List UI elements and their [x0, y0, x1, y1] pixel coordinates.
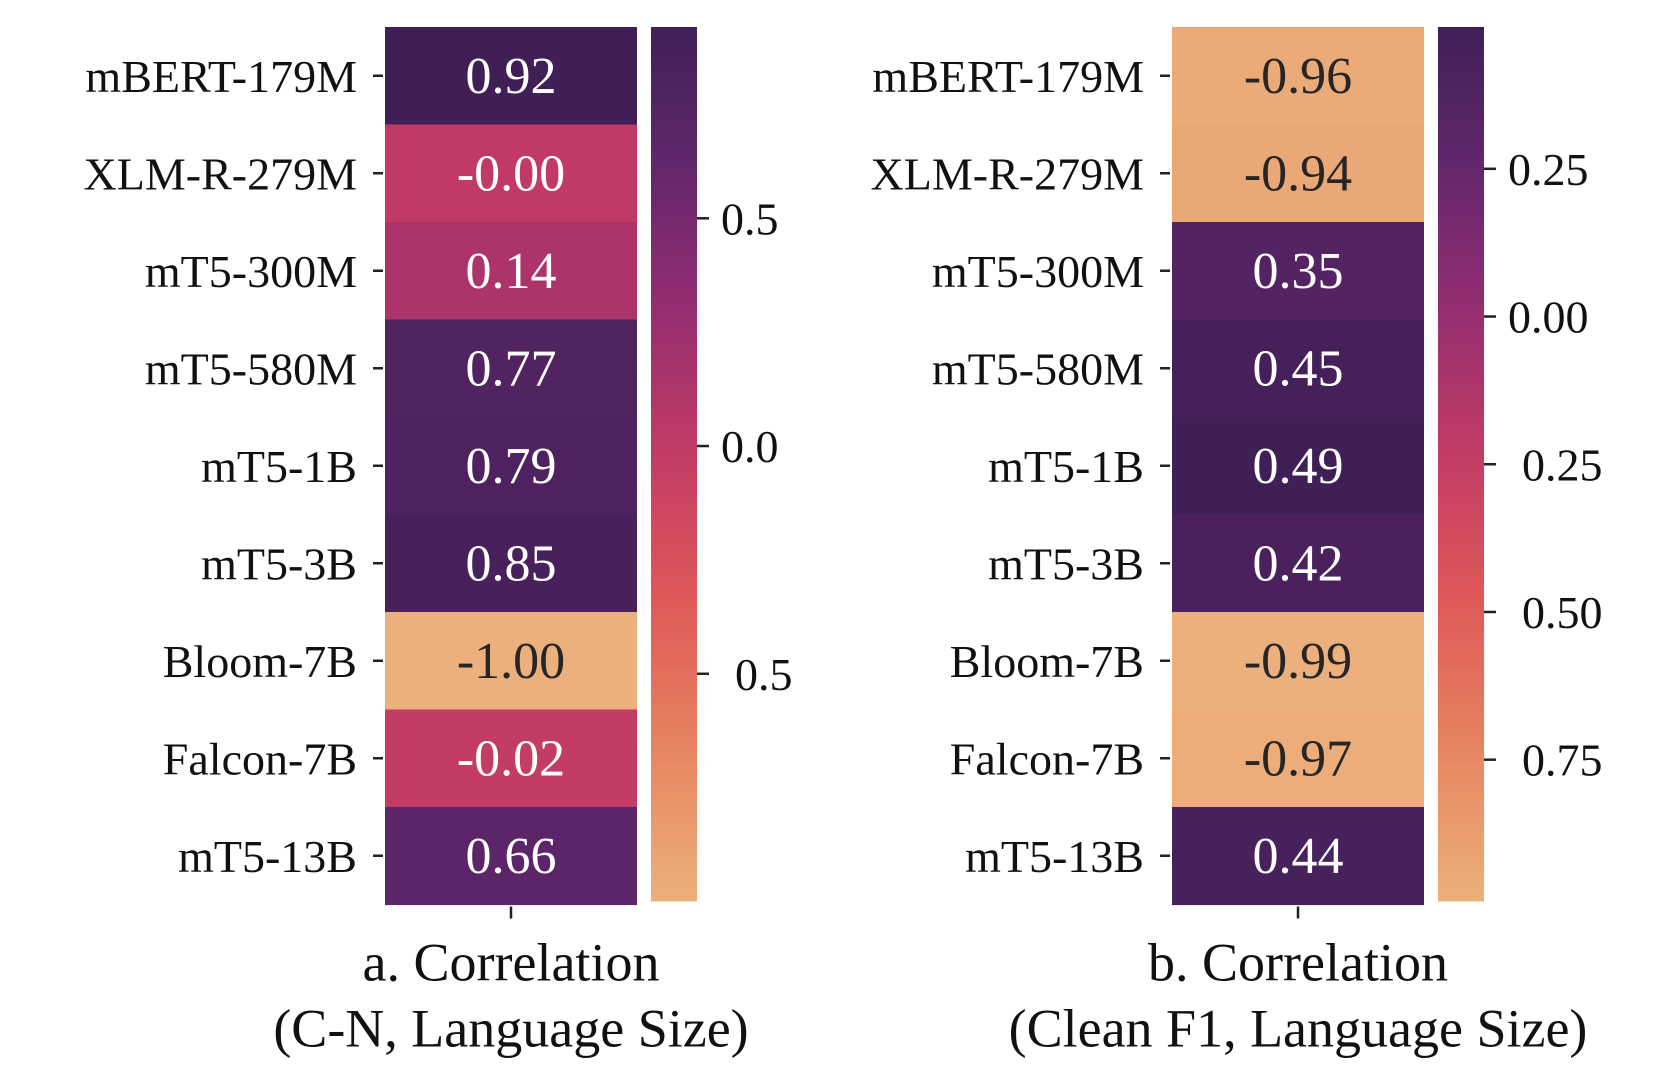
heatmap-panel-b: -0.96 mBERT-179M -0.94 XLM-R-279M 0.35 mT5-30…	[871, 27, 1603, 1059]
colorbar-tick-label: 0.00	[1508, 292, 1589, 343]
colorbar-tick-label: 0.5	[721, 193, 779, 244]
y-tick-label: mBERT-179M	[872, 51, 1144, 102]
cell-value-label: 0.92	[466, 48, 557, 105]
x-axis-label-line1: b. Correlation	[1148, 933, 1448, 993]
heatmap-cell	[1172, 319, 1424, 418]
colorbar-tick-label: 0.25	[1522, 439, 1603, 490]
colorbar	[651, 27, 697, 902]
heatmap-cell	[385, 807, 637, 906]
heatmap-cell	[385, 709, 637, 808]
x-axis-label-line2: (Clean F1, Language Size)	[1009, 999, 1588, 1059]
y-tick-label: mT5-580M	[145, 343, 357, 394]
heatmap-cell	[1172, 124, 1424, 223]
y-tick-label: mT5-1B	[201, 441, 357, 492]
heatmap-cell	[385, 124, 637, 223]
cell-value-label: -0.99	[1244, 633, 1352, 690]
y-tick-label: Bloom-7B	[163, 636, 357, 687]
cell-value-label: 0.85	[466, 535, 557, 592]
colorbar-tick-label: 0.50	[1522, 587, 1603, 638]
cell-value-label: -0.97	[1244, 730, 1352, 787]
y-tick-label: mT5-13B	[178, 831, 357, 882]
heatmap-panel-a: 0.92 mBERT-179M -0.00 XLM-R-279M 0.14 mT5-300…	[84, 27, 793, 1059]
y-tick-label: XLM-R-279M	[871, 148, 1144, 199]
cell-value-label: -0.96	[1244, 48, 1352, 105]
heatmap-cell	[1172, 514, 1424, 613]
colorbar-tick-label: 0.5	[735, 649, 793, 700]
y-tick-label: Falcon-7B	[163, 733, 357, 784]
cell-value-label: 0.79	[466, 438, 557, 495]
heatmap-cell	[1172, 27, 1424, 126]
colorbar-tick-label: 0.25	[1508, 144, 1589, 195]
y-tick-label: mT5-3B	[988, 538, 1144, 589]
cell-value-label: 0.49	[1253, 438, 1344, 495]
heatmap-cell	[385, 417, 637, 516]
cell-value-label: 0.35	[1253, 243, 1344, 300]
y-tick-label: mT5-3B	[201, 538, 357, 589]
heatmap-cell	[385, 27, 637, 126]
cell-value-label: 0.77	[466, 340, 557, 397]
cell-value-label: -0.94	[1244, 145, 1352, 202]
x-axis-label-line2: (C-N, Language Size)	[273, 999, 748, 1059]
cell-value-label: 0.14	[466, 243, 557, 300]
heatmap-cell	[1172, 612, 1424, 711]
y-tick-label: mT5-1B	[988, 441, 1144, 492]
heatmap-cell	[385, 222, 637, 321]
heatmap-cell	[1172, 807, 1424, 906]
heatmap-cell	[1172, 709, 1424, 808]
y-tick-label: mT5-300M	[145, 246, 357, 297]
cell-value-label: 0.44	[1253, 828, 1344, 885]
colorbar-tick-label: 0.0	[721, 421, 779, 472]
heatmap-cell	[385, 319, 637, 418]
heatmap-cell	[1172, 222, 1424, 321]
y-tick-label: mT5-13B	[965, 831, 1144, 882]
y-tick-label: Falcon-7B	[950, 733, 1144, 784]
x-axis-label-line1: a. Correlation	[363, 933, 660, 993]
heatmap-cell	[385, 514, 637, 613]
y-tick-label: Bloom-7B	[950, 636, 1144, 687]
y-tick-label: mT5-300M	[932, 246, 1144, 297]
cell-value-label: -1.00	[457, 633, 565, 690]
cell-value-label: 0.66	[466, 828, 557, 885]
heatmap-cell	[385, 612, 637, 711]
colorbar	[1438, 27, 1484, 902]
cell-value-label: -0.02	[457, 730, 565, 787]
colorbar-tick-label: 0.75	[1522, 735, 1603, 786]
cell-value-label: 0.42	[1253, 535, 1344, 592]
heatmap-cell	[1172, 417, 1424, 516]
cell-value-label: -0.00	[457, 145, 565, 202]
y-tick-label: XLM-R-279M	[84, 148, 357, 199]
y-tick-label: mT5-580M	[932, 343, 1144, 394]
cell-value-label: 0.45	[1253, 340, 1344, 397]
y-tick-label: mBERT-179M	[85, 51, 357, 102]
